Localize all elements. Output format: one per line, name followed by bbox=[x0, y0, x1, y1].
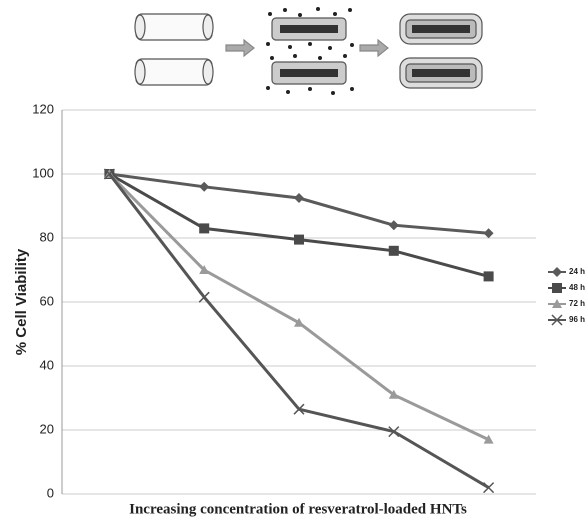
series-line bbox=[108, 173, 490, 489]
point bbox=[388, 245, 399, 256]
point bbox=[199, 265, 210, 274]
y-axis-title: % Cell Viability bbox=[13, 248, 30, 355]
point bbox=[483, 271, 494, 282]
legend-marker bbox=[551, 314, 563, 326]
legend-label: 48 h bbox=[569, 283, 585, 292]
y-tick-label: 40 bbox=[40, 357, 54, 372]
point bbox=[198, 291, 210, 303]
series-line bbox=[109, 172, 489, 235]
legend-label: 24 h bbox=[569, 267, 585, 276]
y-tick-label: 0 bbox=[47, 485, 54, 500]
y-tick-label: 60 bbox=[40, 293, 54, 308]
point bbox=[388, 426, 400, 438]
point bbox=[483, 482, 495, 494]
legend-marker bbox=[552, 267, 562, 277]
y-tick-label: 20 bbox=[40, 421, 54, 436]
legend-label: 96 h bbox=[569, 315, 585, 324]
y-tick-label: 100 bbox=[32, 165, 54, 180]
point bbox=[293, 403, 305, 415]
point bbox=[483, 434, 494, 444]
point bbox=[294, 193, 304, 203]
point bbox=[388, 220, 399, 231]
y-tick-label: 120 bbox=[32, 101, 54, 116]
point bbox=[199, 181, 210, 192]
series-line bbox=[108, 172, 489, 278]
point bbox=[483, 228, 494, 239]
point bbox=[388, 389, 399, 399]
y-tick-label: 80 bbox=[40, 229, 54, 244]
x-axis-title: Increasing concentration of resveratrol-… bbox=[129, 501, 467, 517]
legend-marker bbox=[552, 283, 562, 293]
legend-label: 72 h bbox=[569, 299, 585, 308]
point bbox=[294, 317, 304, 327]
point bbox=[199, 223, 210, 234]
point bbox=[103, 168, 115, 180]
legend-marker bbox=[552, 299, 562, 308]
point bbox=[294, 234, 304, 245]
illustration bbox=[134, 7, 483, 95]
series-line bbox=[108, 172, 490, 441]
